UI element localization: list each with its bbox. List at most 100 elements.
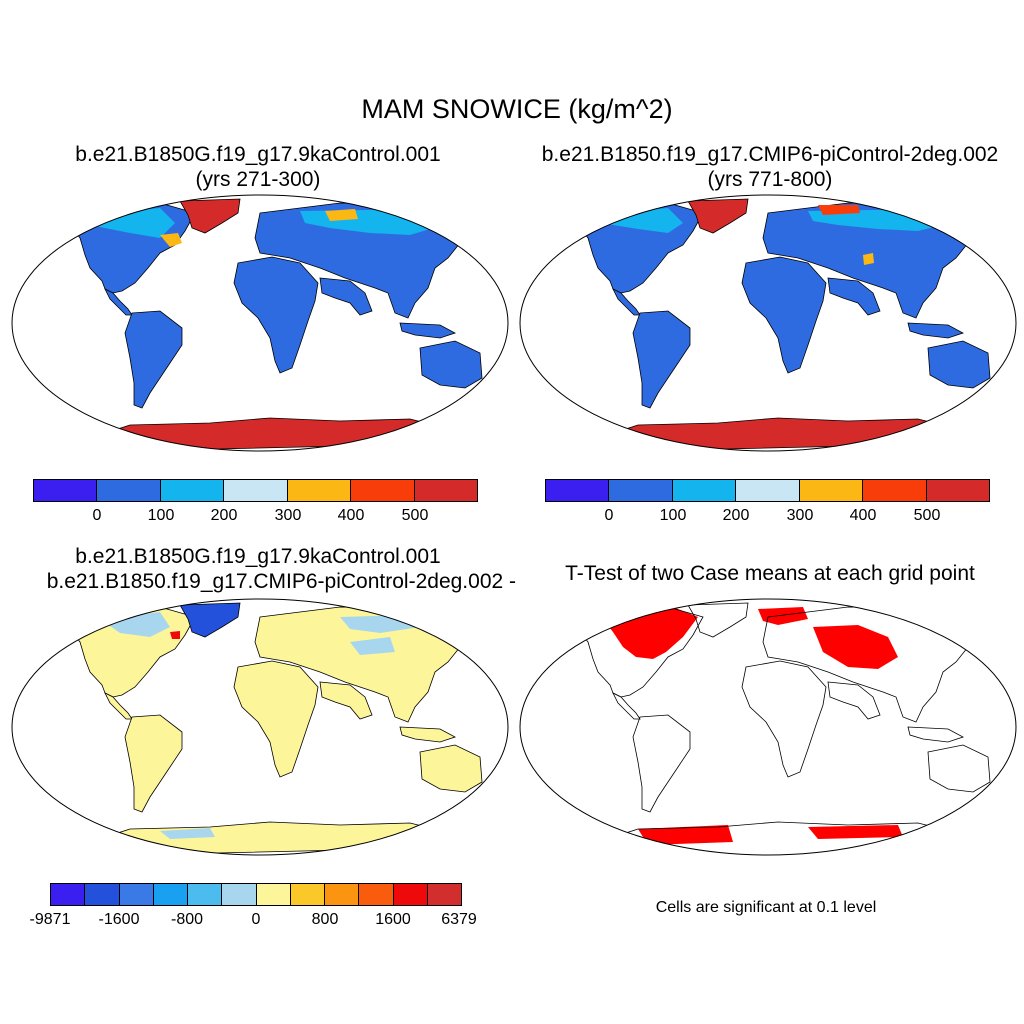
case1-colorbar — [33, 479, 478, 502]
land-greenland — [179, 602, 241, 638]
ttest-map — [519, 598, 1017, 856]
case2-cbar-label-2: 200 — [722, 507, 750, 524]
diff-cbar-label-1: -1600 — [98, 911, 140, 928]
case1-cbar-label-2: 200 — [210, 507, 238, 524]
case1-cbar-cell-2 — [160, 480, 225, 501]
land-central-america — [104, 288, 133, 316]
land-south-america — [632, 310, 691, 409]
case1-cbar-label-5: 500 — [401, 507, 429, 524]
significance-footnote: Cells are significant at 0.1 level — [655, 899, 877, 916]
case1-cbar-cell-0 — [34, 480, 98, 501]
diff-cbar-cell-3 — [153, 884, 188, 905]
case2-cbar-cell-1 — [609, 480, 673, 501]
diff-map — [11, 598, 509, 856]
land-south-america — [124, 714, 183, 813]
ttest-title: T-Test of two Case means at each grid po… — [565, 562, 975, 585]
land-south-america — [124, 310, 183, 409]
land-antarctica — [557, 417, 980, 451]
case2-cbar-label-3: 300 — [786, 507, 814, 524]
case1-cbar-cell-4 — [287, 480, 352, 501]
ttest-significant-antarctica — [638, 825, 733, 845]
ttest-significant-antarctica-east — [808, 825, 903, 839]
land-antarctica — [49, 417, 472, 451]
diff-strong-positive — [170, 631, 180, 639]
diff-antarctica-patch — [160, 828, 215, 839]
land-indonesia — [399, 726, 457, 743]
diff-cbar-cell-7 — [290, 884, 325, 905]
case2-title-line2: (yrs 771-800) — [707, 168, 833, 191]
case2-cbar-label-1: 100 — [659, 507, 687, 524]
diff-cbar-cell-2 — [119, 884, 154, 905]
case2-cbar-label-4: 400 — [849, 507, 877, 524]
case1-cbar-cell-5 — [351, 480, 415, 501]
land-central-america — [104, 692, 133, 720]
land-africa — [233, 256, 319, 374]
diff-title-line1: b.e21.B1850G.f19_g17.9kaControl.001 — [75, 545, 441, 568]
diff-cbar-cell-4 — [188, 884, 223, 905]
land-south-asia — [827, 277, 881, 316]
ttest-significant-north-america — [600, 605, 698, 659]
coast-north-america — [579, 606, 704, 698]
coast-south-america — [632, 714, 691, 813]
case1-cbar-cell-1 — [97, 480, 161, 501]
coast-south-asia — [827, 681, 881, 720]
case2-cbar-cell-0 — [546, 480, 610, 501]
case1-cbar-label-3: 300 — [274, 507, 302, 524]
land-central-america — [612, 288, 641, 316]
case2-cbar-cell-2 — [672, 480, 737, 501]
diff-cbar-cell-6 — [256, 884, 291, 905]
land-africa — [233, 660, 319, 778]
case2-cbar-cell-6 — [926, 480, 989, 501]
ttest-significant-europe — [758, 607, 808, 625]
diff-cbar-cell-5 — [222, 884, 257, 905]
diff-cbar-cell-8 — [325, 884, 360, 905]
diff-cbar-cell-9 — [359, 884, 394, 905]
snow-high-hudson — [160, 233, 182, 247]
diff-cbar-cell-10 — [393, 884, 428, 905]
land-south-asia — [319, 681, 373, 720]
diff-cbar-label-6: 6379 — [441, 911, 477, 928]
diff-cbar-label-5: 1600 — [375, 911, 411, 928]
case1-cbar-label-1: 100 — [147, 507, 175, 524]
snow-high-siberia — [818, 205, 860, 215]
land-indonesia — [399, 322, 457, 339]
case1-title-line2: (yrs 271-300) — [195, 168, 321, 191]
case2-cbar-label-0: 0 — [604, 507, 614, 524]
diff-strong-negative — [65, 617, 85, 627]
land-africa — [741, 256, 827, 374]
coast-africa — [741, 660, 827, 778]
case2-cbar-cell-3 — [736, 480, 800, 501]
snow-high-siberia — [325, 209, 358, 221]
ttest-significant-asia — [813, 625, 898, 669]
coast-indonesia — [907, 726, 965, 743]
diff-cbar-label-4: 800 — [311, 911, 339, 928]
diff-negative-asia — [350, 637, 395, 655]
land-greenland — [687, 198, 749, 234]
case1-cbar-label-0: 0 — [92, 507, 102, 524]
case1-map — [11, 194, 509, 452]
snow-high-central — [863, 253, 874, 265]
diff-colorbar — [50, 883, 462, 906]
case2-colorbar — [545, 479, 990, 502]
land-indonesia — [907, 322, 965, 339]
diff-cbar-cell-1 — [85, 884, 120, 905]
land-australia — [419, 744, 483, 793]
figure-title: MAM SNOWICE (kg/m^2) — [361, 94, 673, 124]
diff-cbar-label-2: -800 — [170, 911, 204, 928]
diff-cbar-cell-11 — [427, 884, 461, 905]
coast-greenland — [687, 602, 749, 638]
coast-central-america — [612, 692, 641, 720]
case1-title-line1: b.e21.B1850G.f19_g17.9kaControl.001 — [75, 143, 441, 166]
land-greenland — [179, 198, 241, 234]
case2-cbar-label-5: 500 — [913, 507, 941, 524]
diff-cbar-cell-0 — [51, 884, 86, 905]
diff-title-line2: - b.e21.B1850.f19_g17.CMIP6-piControl-2d… — [46, 570, 516, 593]
case2-title-line1: b.e21.B1850.f19_g17.CMIP6-piControl-2deg… — [541, 143, 999, 166]
coast-australia — [927, 744, 991, 793]
land-australia — [419, 340, 483, 389]
land-south-asia — [319, 277, 373, 316]
land-australia — [927, 340, 991, 389]
case1-cbar-label-4: 400 — [337, 507, 365, 524]
diff-cbar-label-3: 0 — [251, 911, 261, 928]
ttest-coastlines — [579, 602, 991, 848]
